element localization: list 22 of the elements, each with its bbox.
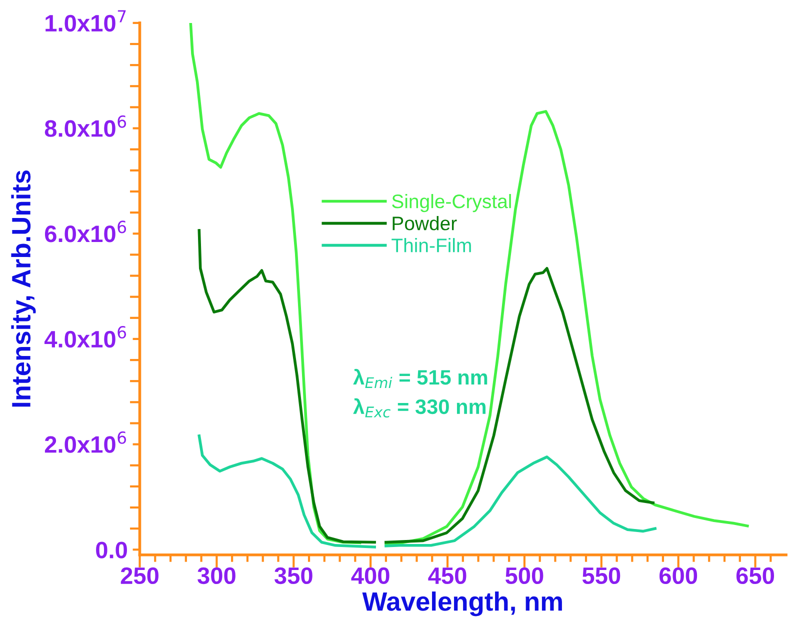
x-tick-label: 400 — [351, 567, 390, 584]
y-tick-label: 0.0 — [96, 542, 127, 558]
x-tick-label: 350 — [274, 567, 312, 584]
annotation: λ$_{Exc}$ = 330 nm — [353, 398, 486, 418]
legend-label: Thin-Film — [392, 238, 471, 252]
legend-label: Single-Crystal — [392, 194, 511, 212]
x-tick-label: 300 — [198, 567, 236, 584]
x-tick-label: 600 — [660, 567, 698, 584]
y-tick-label: 1.0x10$^{7}$ — [46, 10, 126, 32]
x-tick-label: 500 — [505, 567, 544, 584]
y-tick-label: 2.0x10$^{6}$ — [44, 431, 126, 453]
x-tick-label: 550 — [582, 567, 620, 584]
y-tick-label: 4.0x10$^{6}$ — [44, 326, 126, 348]
y-tick-label: 8.0x10$^{6}$ — [44, 115, 126, 137]
x-tick-label: 250 — [120, 567, 158, 584]
x-tick-label: 450 — [428, 567, 466, 584]
x-tick-label: 650 — [736, 567, 774, 584]
x-axis-title: Wavelength, nm — [362, 591, 562, 616]
y-axis-title: Intensity, Arb.Units — [11, 170, 36, 407]
annotation: λ$_{Emi}$ = 515 nm — [353, 368, 488, 388]
legend-label: Powder — [392, 216, 457, 230]
y-tick-label: 6.0x10$^{6}$ — [44, 220, 126, 242]
